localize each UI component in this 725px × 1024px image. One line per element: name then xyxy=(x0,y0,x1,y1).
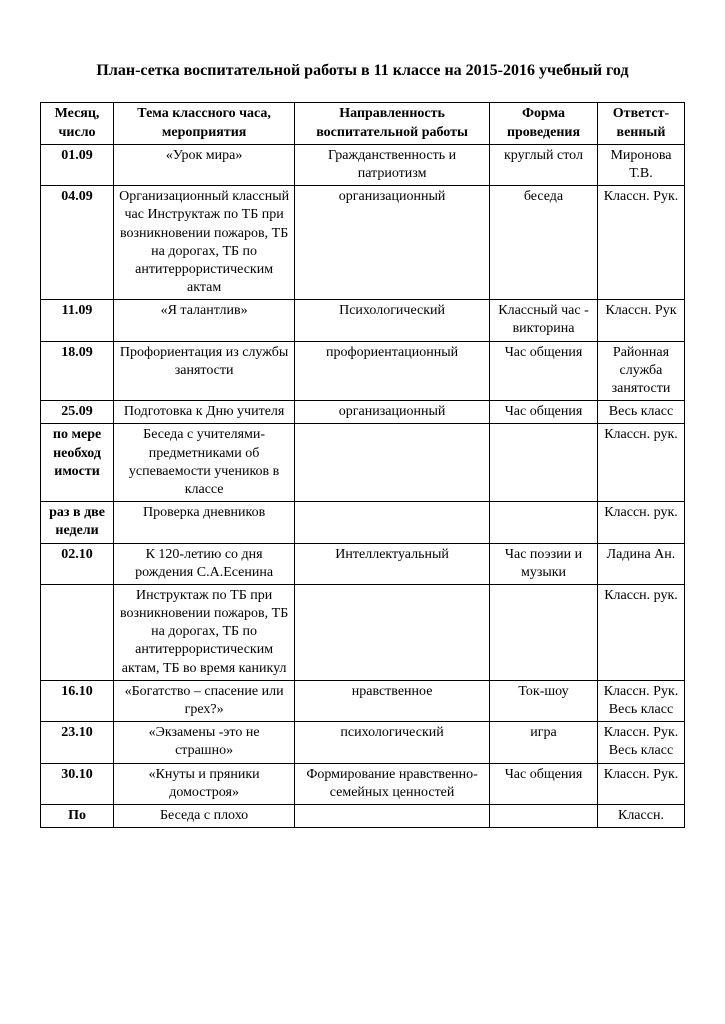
table-cell: Гражданственность и патриотизм xyxy=(295,144,490,185)
table-cell: Классн. рук. xyxy=(597,424,684,502)
table-cell: Интеллектуальный xyxy=(295,543,490,584)
table-cell: «Экзамены -это не страшно» xyxy=(114,722,295,763)
table-cell xyxy=(41,584,114,680)
table-cell: «Кнуты и пряники домостроя» xyxy=(114,763,295,804)
table-cell: «Урок мира» xyxy=(114,144,295,185)
table-body: 01.09«Урок мира»Гражданственность и патр… xyxy=(41,144,685,827)
table-cell: 02.10 xyxy=(41,543,114,584)
col-header-date: Месяц, число xyxy=(41,103,114,144)
table-cell: Формирование нравственно-семейных ценнос… xyxy=(295,763,490,804)
plan-table: Месяц, число Тема классного часа, меропр… xyxy=(40,102,685,828)
table-cell: Беседа с плохо xyxy=(114,804,295,827)
table-cell: Классн. Рук. Весь класс xyxy=(597,680,684,721)
table-cell: Беседа с учителями-предметниками об успе… xyxy=(114,424,295,502)
table-cell: 25.09 xyxy=(41,401,114,424)
table-row: 02.10К 120-летию со дня рождения С.А.Есе… xyxy=(41,543,685,584)
table-cell: 16.10 xyxy=(41,680,114,721)
table-cell: Районная служба занятости xyxy=(597,341,684,401)
table-cell: Ток-шоу xyxy=(490,680,598,721)
table-row: 23.10«Экзамены -это не страшно»психологи… xyxy=(41,722,685,763)
table-cell: Миронова Т.В. xyxy=(597,144,684,185)
table-cell: «Я талантлив» xyxy=(114,300,295,341)
table-cell: Весь класс xyxy=(597,401,684,424)
table-cell: профориентационный xyxy=(295,341,490,401)
table-cell: Классн. Рук. xyxy=(597,763,684,804)
table-cell: Классн. рук. xyxy=(597,584,684,680)
table-row: раз в две неделиПроверка дневников Классн… xyxy=(41,502,685,543)
table-row: Инструктаж по ТБ при возникновении пожар… xyxy=(41,584,685,680)
table-cell: 01.09 xyxy=(41,144,114,185)
table-row: по мере необход имостиБеседа с учителями… xyxy=(41,424,685,502)
col-header-form: Форма проведения xyxy=(490,103,598,144)
table-cell xyxy=(295,502,490,543)
table-row: 18.09Профориентация из службы занятостип… xyxy=(41,341,685,401)
table-header-row: Месяц, число Тема классного часа, меропр… xyxy=(41,103,685,144)
table-cell xyxy=(490,584,598,680)
col-header-direction: Направленность воспитательной работы xyxy=(295,103,490,144)
table-cell: Классн. Рук xyxy=(597,300,684,341)
table-cell: раз в две недели xyxy=(41,502,114,543)
table-cell: Профориентация из службы занятости xyxy=(114,341,295,401)
table-cell: организационный xyxy=(295,401,490,424)
table-cell: игра xyxy=(490,722,598,763)
table-cell: Инструктаж по ТБ при возникновении пожар… xyxy=(114,584,295,680)
table-cell: 11.09 xyxy=(41,300,114,341)
table-cell: нравственное xyxy=(295,680,490,721)
table-row: ПоБеседа с плохо Классн. xyxy=(41,804,685,827)
table-cell: Классн. xyxy=(597,804,684,827)
table-cell: Час общения xyxy=(490,341,598,401)
table-cell: Подготовка к Дню учителя xyxy=(114,401,295,424)
table-cell: Классн. рук. xyxy=(597,502,684,543)
table-cell xyxy=(295,584,490,680)
table-cell: 30.10 xyxy=(41,763,114,804)
table-cell xyxy=(295,804,490,827)
table-cell: По xyxy=(41,804,114,827)
table-cell: организационный xyxy=(295,186,490,300)
table-cell: «Богатство – спасение или грех?» xyxy=(114,680,295,721)
table-cell: беседа xyxy=(490,186,598,300)
table-cell: психологический xyxy=(295,722,490,763)
table-row: 30.10«Кнуты и пряники домостроя»Формиров… xyxy=(41,763,685,804)
table-row: 16.10«Богатство – спасение или грех?»нра… xyxy=(41,680,685,721)
table-row: 25.09Подготовка к Дню учителяорганизацио… xyxy=(41,401,685,424)
table-row: 11.09«Я талантлив»ПсихологическийКлассны… xyxy=(41,300,685,341)
col-header-responsible: Ответст-венный xyxy=(597,103,684,144)
table-cell: 04.09 xyxy=(41,186,114,300)
table-cell: Час общения xyxy=(490,763,598,804)
table-cell: Классн. Рук. Весь класс xyxy=(597,722,684,763)
table-row: 01.09«Урок мира»Гражданственность и патр… xyxy=(41,144,685,185)
table-cell: Проверка дневников xyxy=(114,502,295,543)
page-title: План-сетка воспитательной работы в 11 кл… xyxy=(63,60,663,82)
table-cell: Час поэзии и музыки xyxy=(490,543,598,584)
table-cell: 23.10 xyxy=(41,722,114,763)
table-cell: Час общения xyxy=(490,401,598,424)
table-row: 04.09Организационный классный час Инстру… xyxy=(41,186,685,300)
table-cell: 18.09 xyxy=(41,341,114,401)
table-cell xyxy=(490,804,598,827)
table-cell: круглый стол xyxy=(490,144,598,185)
table-cell xyxy=(295,424,490,502)
table-cell: Классн. Рук. xyxy=(597,186,684,300)
table-cell: Классный час - викторина xyxy=(490,300,598,341)
table-cell: Организационный классный час Инструктаж … xyxy=(114,186,295,300)
table-cell: Психологический xyxy=(295,300,490,341)
table-cell: по мере необход имости xyxy=(41,424,114,502)
table-cell xyxy=(490,502,598,543)
table-cell xyxy=(490,424,598,502)
table-cell: К 120-летию со дня рождения С.А.Есенина xyxy=(114,543,295,584)
table-cell: Ладина Ан. xyxy=(597,543,684,584)
col-header-topic: Тема классного часа, мероприятия xyxy=(114,103,295,144)
